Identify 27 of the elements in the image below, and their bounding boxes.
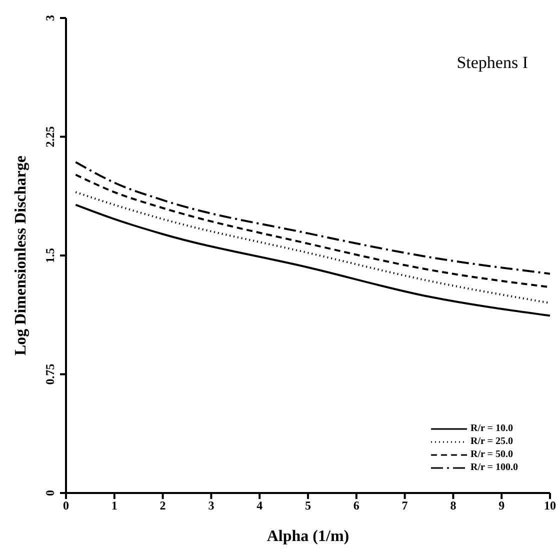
line-series <box>74 174 550 288</box>
y-tick-label: 0 <box>43 490 57 496</box>
legend-label: R/r = 10.0 <box>470 423 513 434</box>
y-tick-label: 3 <box>43 15 57 21</box>
annotation: Stephens I <box>456 53 528 73</box>
legend-label: R/r = 50.0 <box>470 449 513 460</box>
x-tick-label: 6 <box>353 498 360 513</box>
x-tick-label: 5 <box>305 498 311 513</box>
line-series <box>74 191 550 304</box>
x-axis-title: Alpha (1/m) <box>266 528 350 545</box>
line-series <box>74 204 550 317</box>
x-tick-label: 0 <box>63 498 69 513</box>
x-tick-label: 1 <box>111 498 118 513</box>
legend-label: R/r = 100.0 <box>470 462 518 473</box>
y-axis-title: Log Dimensionless Discharge <box>12 156 30 356</box>
legend-label: R/r = 25.0 <box>470 436 513 447</box>
x-tick-label: 2 <box>160 498 166 513</box>
x-tick-label: 8 <box>450 498 456 513</box>
y-tick-label: 1.5 <box>43 248 57 263</box>
x-tick-label: 3 <box>208 498 214 513</box>
x-tick-label: 7 <box>402 498 408 513</box>
line-series <box>74 161 550 275</box>
x-tick-label: 9 <box>498 498 505 513</box>
y-tick-label: 0.75 <box>43 364 57 385</box>
x-tick-label: 10 <box>544 498 556 513</box>
x-tick-label: 4 <box>256 498 263 513</box>
y-tick-label: 2.25 <box>43 126 57 148</box>
